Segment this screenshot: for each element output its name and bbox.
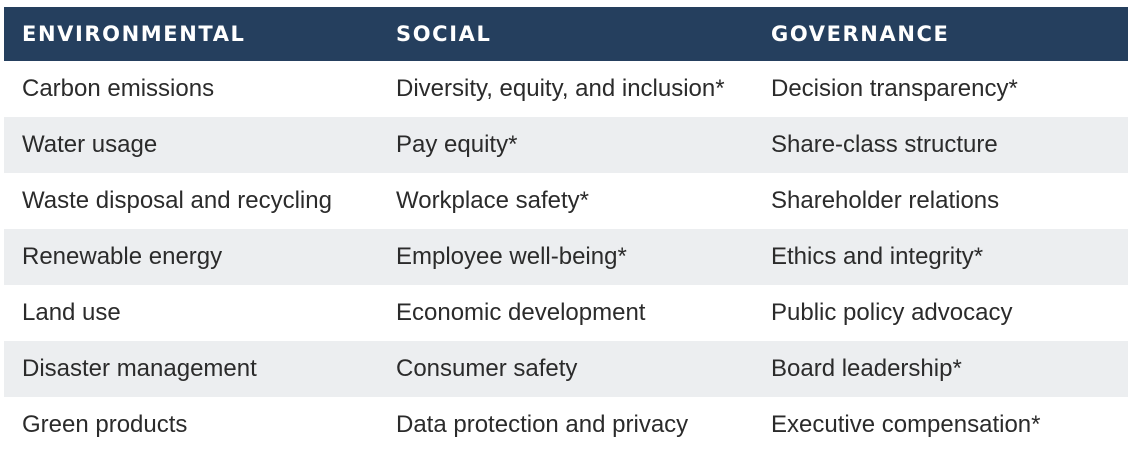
- social-cell: Employee well-being*: [378, 229, 753, 285]
- governance-cell: Decision transparency*: [753, 61, 1128, 117]
- environmental-cell: Land use: [4, 285, 378, 341]
- governance-cell: Executive compensation*: [753, 397, 1128, 453]
- table-row: Renewable energy Employee well-being* Et…: [4, 229, 1128, 285]
- governance-cell: Ethics and integrity*: [753, 229, 1128, 285]
- table-row: Water usage Pay equity* Share-class stru…: [4, 117, 1128, 173]
- environmental-cell: Disaster management: [4, 341, 378, 397]
- governance-cell: Shareholder relations: [753, 173, 1128, 229]
- governance-cell: Share-class structure: [753, 117, 1128, 173]
- table-row: Carbon emissions Diversity, equity, and …: [4, 61, 1128, 117]
- environmental-cell: Renewable energy: [4, 229, 378, 285]
- table-row: Land use Economic development Public pol…: [4, 285, 1128, 341]
- environmental-cell: Waste disposal and recycling: [4, 173, 378, 229]
- esg-factors-table: ENVIRONMENTAL SOCIAL GOVERNANCE Carbon e…: [4, 7, 1128, 453]
- governance-cell: Board leadership*: [753, 341, 1128, 397]
- social-cell: Consumer safety: [378, 341, 753, 397]
- governance-cell: Public policy advocacy: [753, 285, 1128, 341]
- header-governance: GOVERNANCE: [753, 7, 1128, 61]
- social-cell: Economic development: [378, 285, 753, 341]
- social-cell: Data protection and privacy: [378, 397, 753, 453]
- table-row: Green products Data protection and priva…: [4, 397, 1128, 453]
- header-social: SOCIAL: [378, 7, 753, 61]
- header-row: ENVIRONMENTAL SOCIAL GOVERNANCE: [4, 7, 1128, 61]
- table-row: Waste disposal and recycling Workplace s…: [4, 173, 1128, 229]
- environmental-cell: Carbon emissions: [4, 61, 378, 117]
- environmental-cell: Water usage: [4, 117, 378, 173]
- table-row: Disaster management Consumer safety Boar…: [4, 341, 1128, 397]
- environmental-cell: Green products: [4, 397, 378, 453]
- social-cell: Diversity, equity, and inclusion*: [378, 61, 753, 117]
- header-environmental: ENVIRONMENTAL: [4, 7, 378, 61]
- social-cell: Pay equity*: [378, 117, 753, 173]
- social-cell: Workplace safety*: [378, 173, 753, 229]
